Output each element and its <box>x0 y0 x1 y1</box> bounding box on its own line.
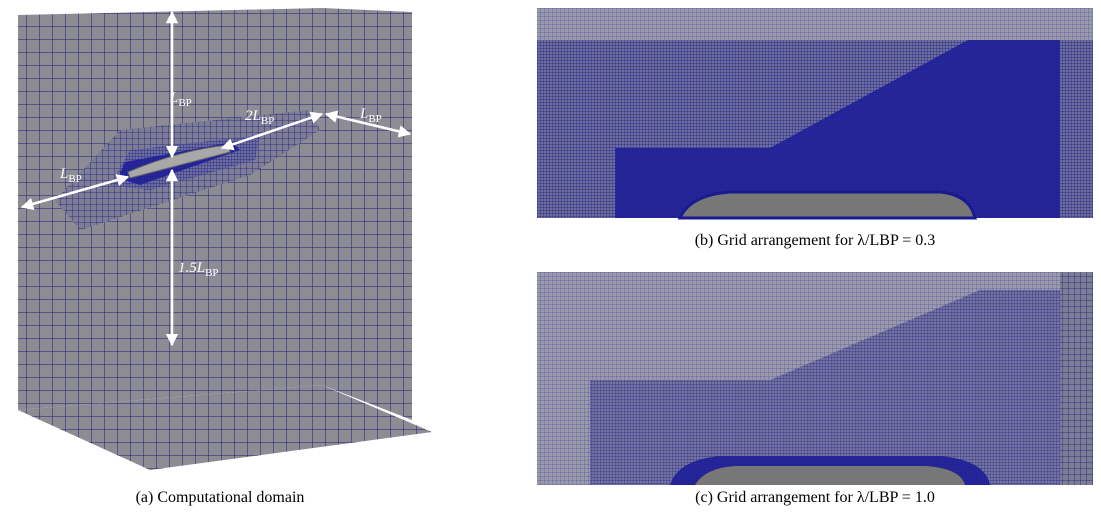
label-part: BP <box>178 97 191 109</box>
caption: (a) Computational domain <box>136 489 305 506</box>
label-part: BP <box>68 173 81 185</box>
end-wall <box>322 8 412 420</box>
label-part: 1.5L <box>178 260 205 276</box>
label-part: 2L <box>245 108 261 124</box>
grid-view-c <box>537 272 1093 485</box>
label-part: L <box>169 90 178 106</box>
figure: LBP 2LBP LBP LBP 1.5LBP (a) Computationa… <box>0 0 1101 510</box>
grid-view-b <box>537 8 1093 218</box>
caption: (c) Grid arrangement for λ/LBP = 1.0 <box>695 489 935 506</box>
caption: (b) Grid arrangement for λ/LBP = 0.3 <box>695 232 936 249</box>
label-part: BP <box>368 113 381 125</box>
label-part: L <box>59 166 68 182</box>
domain-view: LBP 2LBP LBP LBP 1.5LBP <box>18 8 432 470</box>
label-part: L <box>359 106 368 122</box>
label-part: BP <box>261 115 274 127</box>
label-part: BP <box>205 267 218 279</box>
